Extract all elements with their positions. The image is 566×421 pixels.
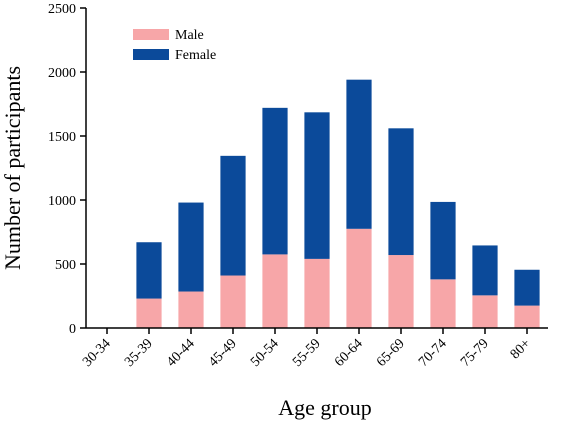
- bar-female-80+: [514, 269, 540, 306]
- bar-female-60-64: [346, 79, 372, 229]
- y-tick-label: 1000: [48, 194, 76, 209]
- y-tick-label: 0: [69, 322, 76, 337]
- x-tick-label: 65-69: [374, 336, 408, 370]
- x-tick-label: 70-74: [416, 336, 450, 370]
- bar-male-65-69: [388, 255, 414, 328]
- bar-male-70-74: [430, 279, 456, 328]
- x-tick-label: 30-34: [80, 336, 114, 370]
- x-tick-label: 60-64: [332, 336, 366, 370]
- bar-male-35-39: [136, 298, 162, 328]
- bar-male-60-64: [346, 228, 372, 328]
- bar-male-45-49: [220, 275, 246, 328]
- bar-female-40-44: [178, 202, 204, 292]
- x-tick-label: 45-49: [206, 336, 240, 370]
- bar-male-50-54: [262, 254, 288, 328]
- bar-female-45-49: [220, 155, 246, 276]
- legend-swatch-female: [133, 49, 169, 60]
- x-tick-label: 35-39: [122, 336, 156, 370]
- y-tick-label: 500: [55, 258, 76, 273]
- legend: Male Female: [133, 28, 216, 63]
- legend-label-female: Female: [175, 48, 216, 63]
- x-tick-label: 80+: [508, 336, 534, 362]
- x-axis-title: Age group: [278, 395, 371, 420]
- bar-male-40-44: [178, 291, 204, 328]
- x-tick-label: 75-79: [458, 336, 492, 370]
- bar-female-65-69: [388, 128, 414, 256]
- x-tick-label: 50-54: [248, 336, 282, 370]
- y-axis-title: Number of participants: [0, 66, 25, 270]
- bar-male-80+: [514, 305, 540, 328]
- bar-female-35-39: [136, 242, 162, 299]
- bars-layer: [136, 79, 540, 328]
- bar-male-75-79: [472, 295, 498, 328]
- bar-female-50-54: [262, 107, 288, 255]
- x-tick-label: 55-59: [290, 336, 324, 370]
- y-tick-label: 2500: [48, 2, 76, 17]
- y-tick-label: 2000: [48, 66, 76, 81]
- legend-label-male: Male: [175, 28, 204, 43]
- bar-female-70-74: [430, 201, 456, 280]
- x-tick-label: 40-44: [164, 336, 198, 370]
- bar-male-55-59: [304, 258, 330, 328]
- bar-female-55-59: [304, 112, 330, 259]
- legend-swatch-male: [133, 29, 169, 40]
- bar-female-75-79: [472, 245, 498, 296]
- y-tick-label: 1500: [48, 130, 76, 145]
